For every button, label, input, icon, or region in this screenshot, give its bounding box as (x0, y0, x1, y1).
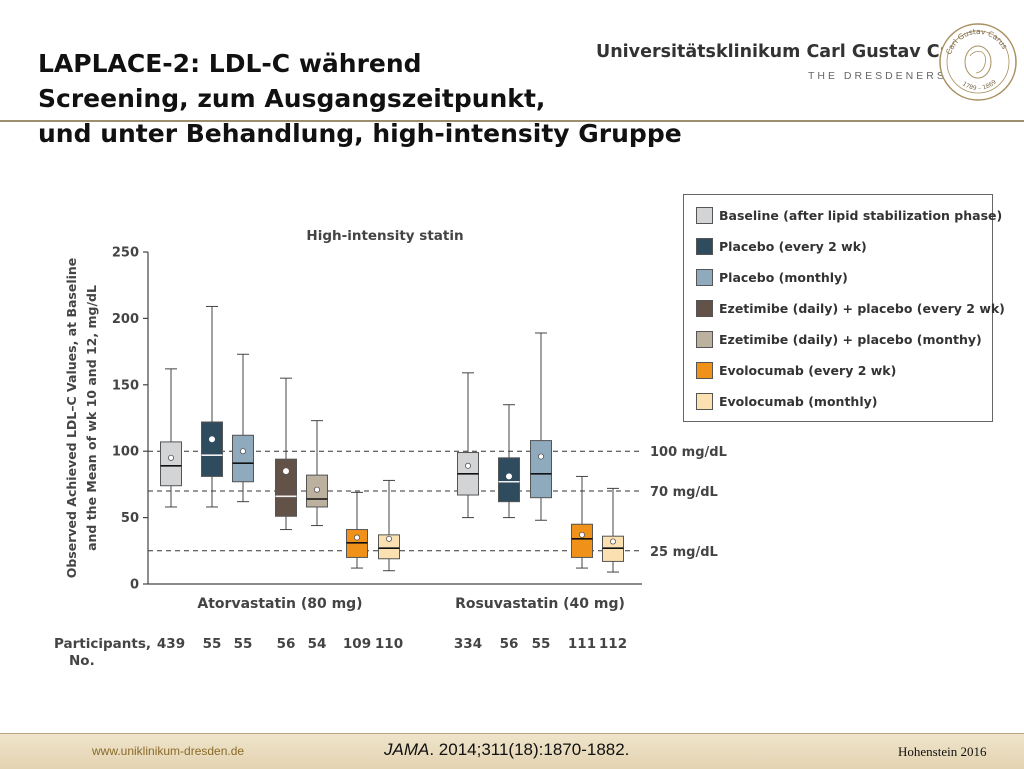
box (498, 457, 520, 503)
org-name: Universitätsklinikum Carl Gustav Carus (596, 42, 983, 62)
participants-count: 55 (532, 636, 551, 652)
y-tick-label: 250 (112, 246, 139, 261)
group-label: Atorvastatin (80 mg) (197, 596, 362, 612)
y-tick-label: 200 (112, 312, 139, 327)
box (201, 421, 223, 477)
participants-count: 55 (203, 636, 222, 652)
reference-line-label: 70 mg/dL (650, 485, 718, 500)
footer-author: Hohenstein 2016 (898, 744, 987, 759)
mean-marker (538, 453, 545, 460)
legend-label: Baseline (after lipid stabilization phas… (719, 207, 1003, 223)
footer-citation-detail: . 2014;311(18):1870-1882. (429, 740, 630, 759)
box (530, 440, 552, 499)
legend-item: Baseline (after lipid stabilization phas… (696, 205, 1002, 225)
mean-marker (610, 538, 617, 545)
legend-item: Placebo (every 2 wk) (696, 236, 867, 256)
participants-label: No. (69, 653, 95, 669)
participants-label: Participants, (54, 636, 151, 652)
legend-label: Evolocumab (every 2 wk) (719, 362, 897, 378)
legend-swatch (696, 299, 713, 317)
box (378, 534, 400, 560)
box (160, 441, 182, 487)
chart-title: High-intensity statin (306, 228, 463, 244)
slide-title: LAPLACE-2: LDL-C während Screening, zum … (38, 46, 738, 151)
legend-item: Evolocumab (every 2 wk) (696, 360, 896, 380)
legend-swatch (696, 361, 713, 379)
legend-item: Evolocumab (monthly) (696, 391, 877, 411)
participants-count: 334 (454, 636, 482, 652)
chart-legend: Baseline (after lipid stabilization phas… (683, 194, 1005, 422)
legend-swatch (696, 268, 713, 286)
y-tick-label: 100 (112, 445, 139, 460)
participants-count: 111 (568, 636, 596, 652)
legend-item: Placebo (monthly) (696, 267, 848, 287)
title-line-3: und unter Behandlung, high-intensity Gru… (38, 119, 682, 148)
legend-swatch (696, 330, 713, 348)
participants-count: 54 (308, 636, 327, 652)
box (571, 523, 593, 558)
mean-marker (167, 454, 174, 461)
participants-count: 110 (375, 636, 403, 652)
boxplot-chart: High-intensity statin Observed Achieved L… (54, 228, 727, 669)
legend-label: Placebo (every 2 wk) (719, 238, 867, 254)
mean-marker (385, 535, 392, 542)
reference-line-label: 100 mg/dL (650, 445, 727, 460)
participants-count: 439 (157, 636, 185, 652)
y-tick-label: 0 (130, 578, 139, 593)
title-line-1: LAPLACE-2: LDL-C während (38, 49, 422, 78)
participants-count: 55 (234, 636, 253, 652)
mean-marker (579, 531, 586, 538)
group-label: Rosuvastatin (40 mg) (455, 596, 625, 612)
legend-swatch (696, 392, 713, 410)
mean-marker (464, 462, 471, 469)
legend-label: Ezetimibe (daily) + placebo (every 2 wk) (719, 300, 1005, 316)
box (275, 458, 297, 517)
box (232, 434, 254, 483)
legend-swatch (696, 237, 713, 255)
legend-label: Placebo (monthly) (719, 269, 848, 285)
footer-url[interactable]: www.uniklinikum-dresden.de (92, 744, 245, 758)
university-seal-logo: Carl Gustav Carus 1789 – 1869 (939, 23, 1017, 101)
legend-swatch (696, 206, 713, 224)
legend-item: Ezetimibe (daily) + placebo (monthy) (696, 329, 982, 349)
slide-footer: www.uniklinikum-dresden.de JAMA. 2014;31… (0, 733, 1024, 769)
y-tick-label: 50 (121, 511, 139, 526)
mean-marker (313, 486, 320, 493)
participants-count: 109 (343, 636, 371, 652)
header-divider (0, 120, 1024, 122)
legend-item: Ezetimibe (daily) + placebo (every 2 wk) (696, 298, 1005, 318)
title-line-2: Screening, zum Ausgangszeitpunkt, (38, 84, 546, 113)
participants-count: 56 (277, 636, 296, 652)
mean-marker (239, 448, 246, 455)
legend-label: Ezetimibe (daily) + placebo (monthy) (719, 331, 982, 347)
footer-journal: JAMA (384, 740, 430, 759)
y-tick-label: 150 (112, 378, 139, 393)
y-axis-label-line: Observed Achieved LDL–C Values, at Basel… (64, 258, 79, 579)
participants-count: 56 (500, 636, 519, 652)
org-tagline: THE DRESDENERS. (808, 70, 953, 82)
reference-line-label: 25 mg/dL (650, 545, 718, 560)
mean-marker (208, 436, 215, 443)
y-axis-label-line: and the Mean of wk 10 and 12, mg/dL (84, 285, 99, 551)
footer-citation: JAMA. 2014;311(18):1870-1882. (384, 740, 629, 760)
mean-marker (282, 468, 289, 475)
mean-marker (505, 473, 512, 480)
legend-label: Evolocumab (monthly) (719, 393, 878, 409)
participants-count: 112 (599, 636, 627, 652)
mean-marker (353, 534, 360, 541)
